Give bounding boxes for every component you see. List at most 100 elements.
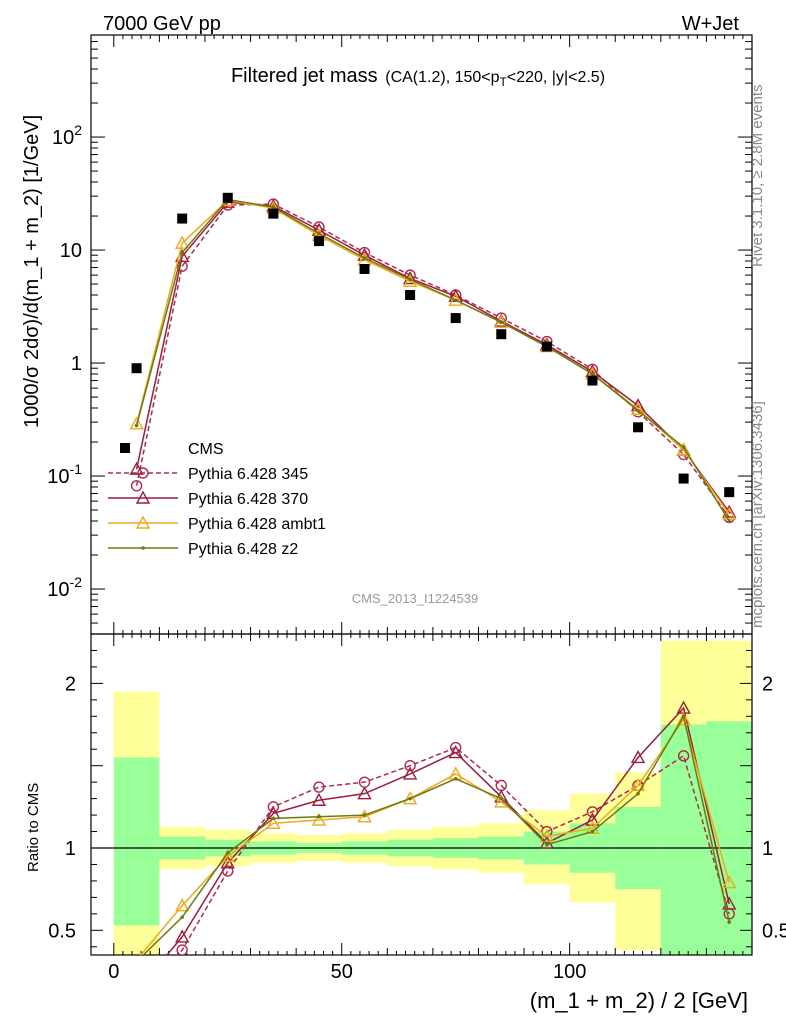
cms-point [268, 208, 279, 219]
series-marker [630, 750, 646, 764]
series-marker [130, 480, 143, 492]
series-marker [408, 277, 412, 282]
series-ratio [142, 714, 732, 955]
ratio-frame-box [90, 633, 753, 956]
series-marker [722, 506, 737, 520]
x-axis-label: (m_1 + m_2) / 2 [GeV] [530, 988, 748, 1013]
band-inner-bin [113, 757, 160, 926]
series-marker [677, 750, 690, 762]
legend-label: Pythia 6.428 z2 [188, 541, 298, 558]
series-marker [722, 504, 737, 518]
ratio-y-axis-label: Ratio to CMS [25, 783, 42, 872]
series-marker [586, 806, 599, 818]
main-plot-frame: 10-2 10-1 1 10 102 [47, 34, 753, 635]
series-marker [357, 809, 372, 823]
series-marker [141, 546, 145, 550]
series-marker [681, 445, 686, 449]
series-marker [590, 372, 595, 376]
cms-point [450, 313, 461, 324]
legend-label: Pythia 6.428 ambt1 [188, 516, 326, 533]
cms-point [222, 192, 233, 203]
series-marker [129, 416, 144, 430]
series-marker [494, 314, 509, 328]
x-tick-label: 0 [108, 961, 119, 983]
ratio-tick-label: 1 [65, 838, 76, 860]
series-marker [267, 801, 280, 813]
ratio-line [142, 714, 730, 955]
series-marker [585, 812, 600, 826]
series-marker [630, 777, 646, 792]
series-marker [357, 786, 372, 800]
main-series [129, 192, 737, 524]
watermark: CMS_2013_I1224539 [352, 591, 479, 606]
series-marker [453, 777, 458, 781]
series-marker [722, 875, 737, 889]
series-marker [539, 829, 555, 843]
series-marker [408, 796, 412, 801]
header-left: 7000 GeV pp [103, 13, 221, 35]
ratio-plot-frame: 0 50 100 0.5 0.5 1 1 2 2 [48, 633, 786, 983]
cms-point [177, 213, 188, 224]
series-marker [135, 490, 151, 504]
series-marker [266, 815, 281, 830]
cms-point [405, 290, 416, 301]
series-marker [317, 814, 321, 819]
series-marker [448, 292, 463, 306]
series-marker [590, 829, 595, 834]
series-marker [311, 812, 327, 826]
series-marker [220, 848, 235, 862]
cms-point [313, 236, 324, 247]
cms-point [678, 473, 689, 484]
series-marker [137, 467, 149, 479]
ratio-tick-label-right: 2 [762, 673, 773, 695]
plot-title-pre: (CA(1.2), 150<p [385, 69, 499, 86]
series-marker [404, 759, 416, 772]
series-marker [174, 898, 190, 912]
ratio-line [139, 717, 730, 955]
series-marker [681, 714, 686, 719]
x-tick-label: 50 [331, 961, 353, 983]
series-marker [636, 408, 640, 413]
cms-points [131, 192, 735, 498]
series-ratio [165, 700, 737, 955]
y-tick-label: 1 [71, 353, 82, 375]
ratio-tick-label: 0.5 [48, 920, 76, 942]
series-marker [362, 256, 367, 260]
y-tick-label: 10-2 [47, 574, 82, 601]
ratio-tick-label-right: 0.5 [762, 920, 786, 942]
cms-point [587, 375, 598, 386]
series-marker [220, 855, 235, 869]
side-label-mcplots: mcplots.cern.ch [arXiv:1306.3436] [749, 401, 766, 628]
y-tick-label: 10-1 [47, 461, 82, 488]
ratio-tick-label-right: 1 [762, 838, 773, 860]
series-marker [174, 929, 190, 943]
series-marker [727, 519, 732, 523]
series-marker [636, 791, 640, 796]
series-marker [545, 842, 549, 847]
cms-point [724, 487, 735, 498]
series-marker [311, 792, 327, 806]
series-marker [722, 896, 737, 910]
series-marker [362, 813, 367, 817]
header-right: W+Jet [682, 13, 740, 35]
side-label-rivet: Rivet 3.1.10, ≥ 2.8M events [749, 85, 766, 268]
plot-title: Filtered jet mass (CA(1.2), 150<pT<220, … [231, 65, 605, 89]
legend-label: Pythia 6.428 345 [188, 466, 308, 483]
y-tick-label: 10 [60, 240, 82, 262]
series-marker [134, 423, 139, 428]
series-line [135, 201, 730, 513]
x-tick-label: 100 [553, 961, 586, 983]
plot-title-post: <220, |y|<2.5) [507, 69, 605, 86]
legend-cms-marker [120, 443, 130, 453]
ratio-bands [113, 640, 752, 955]
series-marker [448, 745, 463, 759]
series-marker [313, 781, 325, 793]
y-tick-label: 102 [52, 122, 82, 149]
series-marker [402, 766, 418, 780]
legend-cms-label: CMS [188, 441, 224, 458]
cms-point [496, 329, 507, 340]
series-line [135, 199, 730, 515]
cms-point [633, 422, 644, 433]
series-marker [225, 851, 230, 855]
series-ratio [176, 741, 735, 955]
